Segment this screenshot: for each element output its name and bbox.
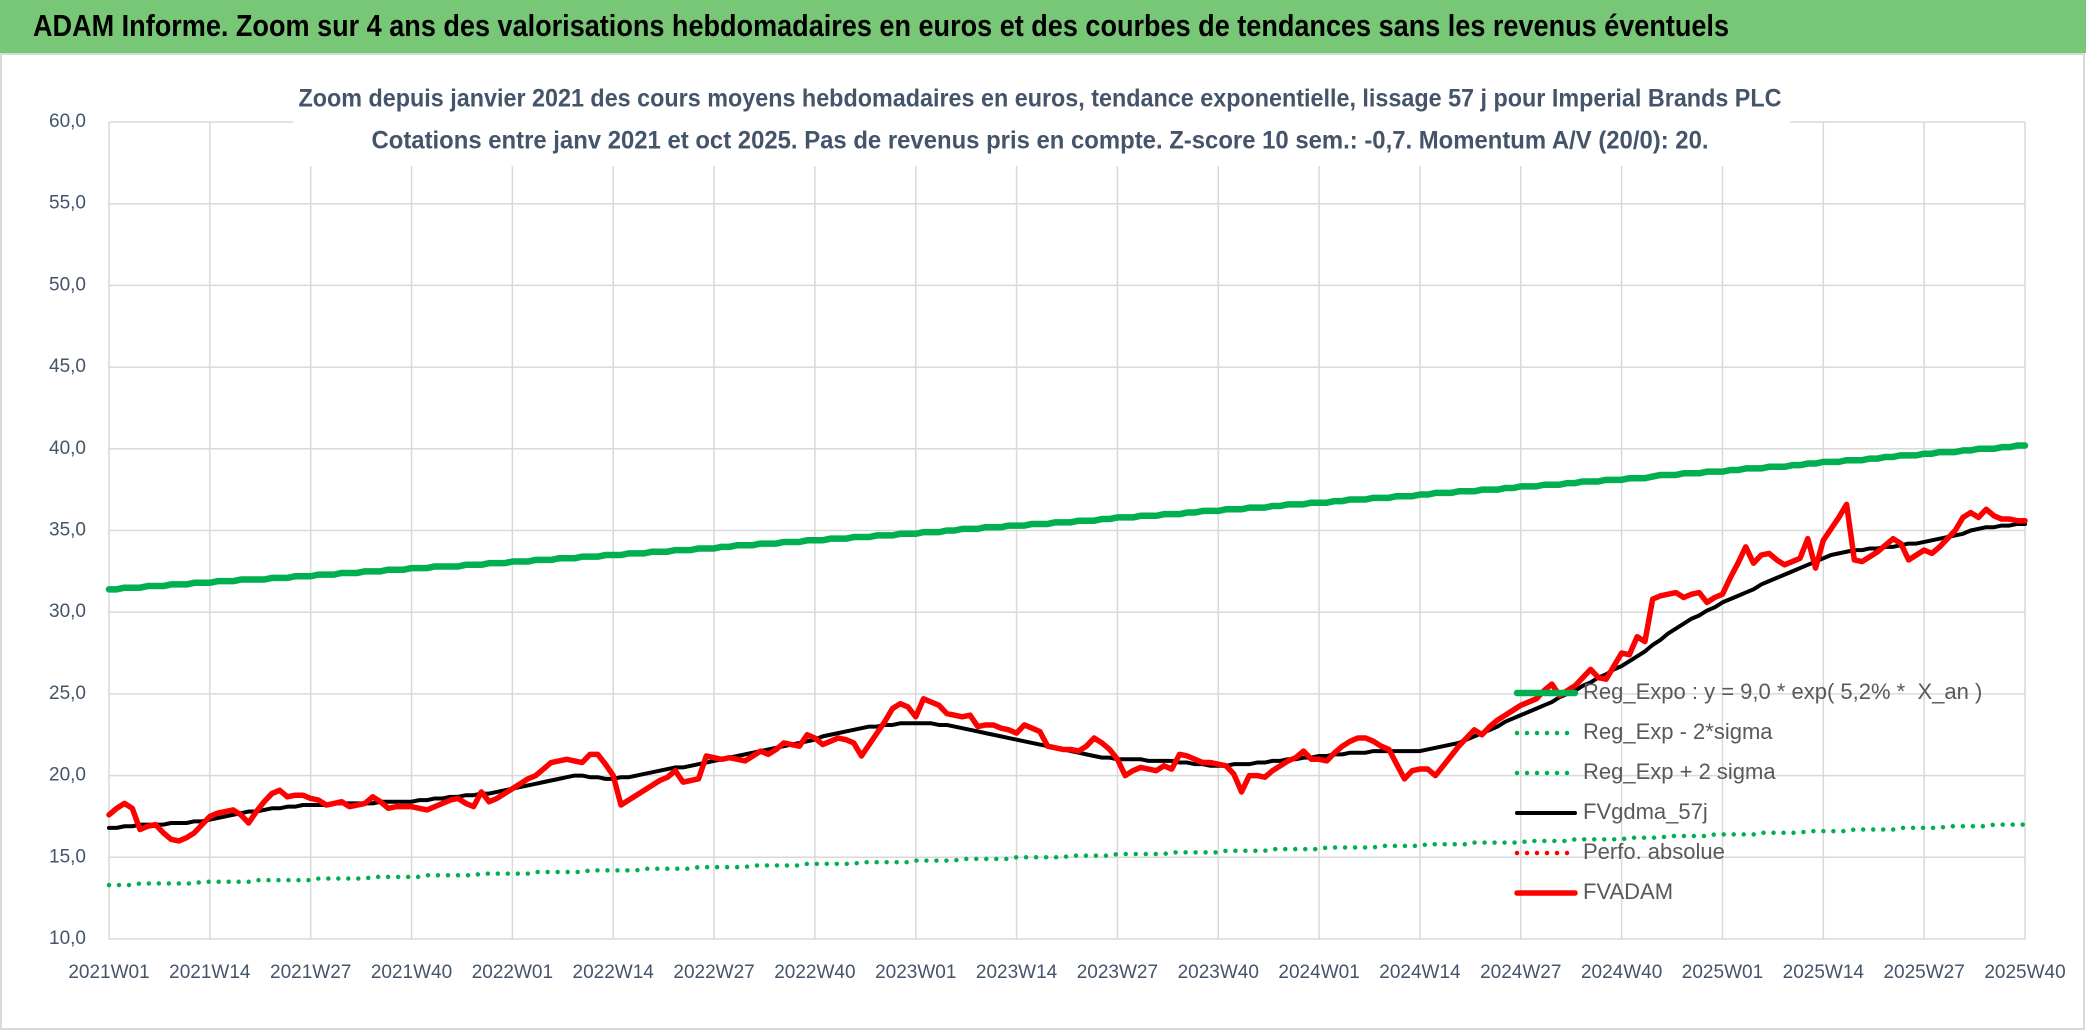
x-tick-label: 2024W14 [1379,962,1461,983]
y-tick-label: 15,0 [49,846,86,867]
y-tick-label: 55,0 [49,193,86,214]
series-line [105,442,2029,593]
y-tick-label: 60,0 [49,111,86,132]
plot-lines [105,442,2029,888]
header-bar [0,0,2086,53]
legend-label: Perfo. absolue [1583,839,1725,864]
y-tick-label: 45,0 [49,356,86,377]
x-tick-label: 2025W40 [1984,962,2065,983]
x-tick-label: 2023W40 [1178,962,1259,983]
legend-label: FVADAM [1583,879,1673,904]
x-tick-label: 2022W14 [573,962,655,983]
x-tick-label: 2021W40 [371,962,452,983]
x-tick-label: 2025W01 [1682,962,1763,983]
subtitle-background [293,74,1790,166]
grid: 10,0 15,0 20,0 25,0 30,0 35,0 40,0 45,0 50,0 55,0… [49,111,2066,983]
legend-label: Reg_Exp + 2 sigma [1583,759,1776,784]
chart-frame [0,53,2085,1030]
x-tick-label: 2024W27 [1480,962,1561,983]
chart-title: ADAM Informe. Zoom sur 4 ans des valoris… [33,8,1729,43]
x-tick-label: 2025W14 [1783,962,1865,983]
x-tick-label: 2025W27 [1883,962,1964,983]
y-tick-label: 10,0 [49,928,86,949]
x-tick-label: 2022W01 [472,962,553,983]
x-tick-label: 2021W01 [68,962,149,983]
y-tick-label: 35,0 [49,520,86,541]
series-line [106,822,2028,888]
x-tick-label: 2023W27 [1077,962,1158,983]
series-line [106,501,2028,844]
y-tick-label: 50,0 [49,274,86,295]
chart-subtitle: Zoom depuis janvier 2021 des cours moyen… [299,85,1782,113]
legend-label: Reg_Expo : y = 9,0 * exp( 5,2% * X_an ) [1583,679,1982,704]
x-tick-label: 2022W40 [774,962,855,983]
x-tick-label: 2023W01 [875,962,956,983]
chart-subtitle: Cotations entre janv 2021 et oct 2025. P… [372,127,1709,155]
y-tick-label: 30,0 [49,601,86,622]
legend: Reg_Expo : y = 9,0 * exp( 5,2% * X_an ) R… [1513,679,1982,904]
legend-label: FVgdma_57j [1583,799,1708,824]
x-tick-label: 2023W14 [976,962,1058,983]
x-tick-label: 2021W14 [169,962,251,983]
y-tick-label: 40,0 [49,438,86,459]
y-tick-label: 20,0 [49,765,86,786]
x-tick-label: 2022W27 [673,962,754,983]
y-tick-label: 25,0 [49,683,86,704]
x-tick-label: 2024W01 [1278,962,1359,983]
x-tick-label: 2021W27 [270,962,351,983]
x-tick-label: 2024W40 [1581,962,1662,983]
legend-label: Reg_Exp - 2*sigma [1583,719,1773,744]
